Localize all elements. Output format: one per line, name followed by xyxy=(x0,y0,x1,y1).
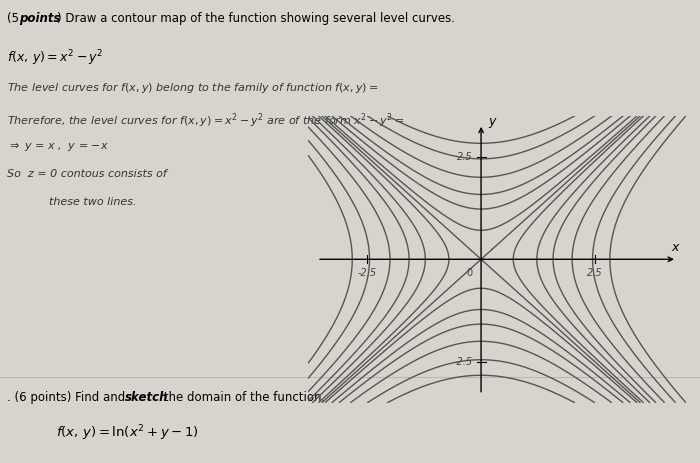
Text: -2.5: -2.5 xyxy=(358,268,377,278)
Text: . (6 points) Find and: . (6 points) Find and xyxy=(7,391,129,404)
Text: $f(x,\, y) = \ln(x^2 + y - 1)$: $f(x,\, y) = \ln(x^2 + y - 1)$ xyxy=(56,424,199,443)
Text: the domain of the function.: the domain of the function. xyxy=(160,391,325,404)
Text: 0: 0 xyxy=(467,268,473,278)
Text: these two lines.: these two lines. xyxy=(7,197,136,207)
Text: $f(x,\, y) = x^2 - y^2$: $f(x,\, y) = x^2 - y^2$ xyxy=(7,49,104,68)
Text: 2.5: 2.5 xyxy=(587,268,603,278)
Text: 2.5: 2.5 xyxy=(457,152,473,162)
Text: So  z = 0 contous consists of: So z = 0 contous consists of xyxy=(7,169,167,179)
Text: $\Rightarrow$ y = x ,  y = $-$x: $\Rightarrow$ y = x , y = $-$x xyxy=(7,141,109,153)
Text: The level curves for $f(x,y)$ belong to the family of function $f(x,y)=$: The level curves for $f(x,y)$ belong to … xyxy=(7,81,379,95)
Text: Therefore, the level curves for $f(x,y)=x^2-y^2$ are of the form $x^2-y^2=$: Therefore, the level curves for $f(x,y)=… xyxy=(7,111,405,130)
Text: points: points xyxy=(20,12,61,25)
Text: -2.5: -2.5 xyxy=(454,357,473,367)
Text: (5: (5 xyxy=(7,12,22,25)
Text: ) Draw a contour map of the function showing several level curves.: ) Draw a contour map of the function sho… xyxy=(57,12,456,25)
Text: sketch: sketch xyxy=(125,391,168,404)
Text: y: y xyxy=(488,115,496,128)
Text: x: x xyxy=(671,241,678,254)
